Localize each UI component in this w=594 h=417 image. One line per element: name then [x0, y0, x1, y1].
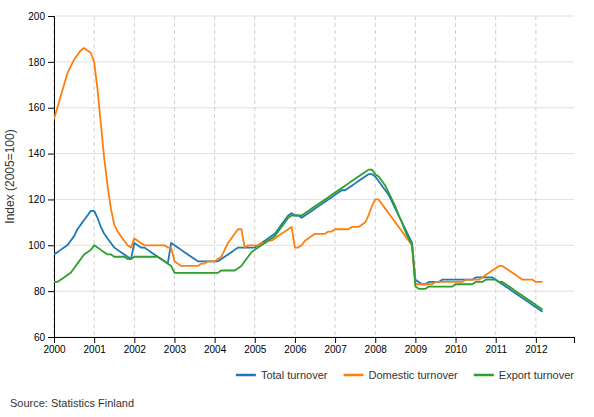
- tick-mark: [48, 62, 54, 63]
- legend-swatch: [474, 374, 494, 377]
- tick-mark: [48, 245, 54, 246]
- tick: 2004: [204, 337, 227, 355]
- tick-label: 100: [28, 240, 45, 251]
- grid-line-x: [535, 16, 536, 337]
- tick: 180: [28, 57, 54, 68]
- tick-label: 2004: [204, 344, 227, 355]
- tick-mark: [48, 16, 54, 17]
- grid-line-x: [134, 16, 135, 337]
- tick-mark: [496, 337, 497, 343]
- grid-line-x: [415, 16, 416, 337]
- tick: 2002: [124, 337, 147, 355]
- tick-label: 2005: [244, 344, 267, 355]
- tick-label: 2009: [405, 344, 428, 355]
- tick-mark: [94, 337, 95, 343]
- tick: 120: [28, 194, 54, 205]
- tick-mark: [48, 291, 54, 292]
- legend-label: Export turnover: [499, 369, 575, 381]
- tick-label: 2012: [525, 344, 548, 355]
- tick-label: 180: [28, 57, 45, 68]
- tick: 80: [34, 286, 54, 297]
- tick-mark: [134, 337, 135, 343]
- legend-label: Total turnover: [261, 369, 328, 381]
- tick-mark: [375, 337, 376, 343]
- tick: 200: [28, 11, 54, 22]
- tick-mark: [215, 337, 216, 343]
- tick-label: 2002: [124, 344, 147, 355]
- tick: 2005: [244, 337, 267, 355]
- tick-label: 140: [28, 148, 45, 159]
- grid: [54, 16, 574, 337]
- legend: Total turnover Domestic turnover Export tu…: [236, 369, 574, 381]
- plot-area: 2000 2001 2002 2003 2004 2005 2006 2007 2008 2009…: [28, 11, 574, 355]
- tick: 2008: [365, 337, 388, 355]
- tick-mark: [415, 337, 416, 343]
- tick: 2009: [405, 337, 428, 355]
- axis-line: [48, 17, 55, 338]
- tick-label: 2008: [365, 344, 388, 355]
- y-axis-label: Index (2005=100): [3, 129, 17, 223]
- tick-mark: [48, 199, 54, 200]
- grid-line-y: [54, 153, 574, 154]
- tick-label: 200: [28, 11, 45, 22]
- legend-item: Total turnover: [236, 369, 328, 381]
- tick-mark: [48, 337, 54, 338]
- tick: 2000: [43, 337, 66, 355]
- tick-label: 120: [28, 194, 45, 205]
- tick: 2006: [284, 337, 307, 355]
- tick: 2007: [324, 337, 347, 355]
- legend-swatch: [344, 374, 364, 377]
- tick-label: 2006: [284, 344, 307, 355]
- tick-label: 2003: [164, 344, 187, 355]
- tick-label: 2000: [43, 344, 66, 355]
- legend-item: Domestic turnover: [344, 369, 459, 381]
- series-line: [54, 174, 543, 312]
- tick-mark: [174, 337, 175, 343]
- y-axis: 60 80 100 120 140 160 180 200: [28, 11, 54, 343]
- tick-label: 160: [28, 102, 45, 113]
- tick-mark: [295, 337, 296, 343]
- tick-label: 80: [34, 286, 46, 297]
- grid-line-x: [294, 16, 295, 337]
- legend-label: Domestic turnover: [369, 369, 459, 381]
- grid-line-x: [214, 16, 215, 337]
- tick-mark: [536, 337, 537, 343]
- marks: [54, 48, 543, 312]
- grid-line-x: [254, 16, 255, 337]
- tick: 2003: [164, 337, 187, 355]
- tick: 2011: [485, 337, 507, 355]
- tick: 160: [28, 102, 54, 113]
- grid-line-x: [455, 16, 456, 337]
- grid-line-x: [174, 16, 175, 337]
- series-line: [54, 170, 543, 310]
- grid-line-x: [335, 16, 336, 337]
- tick: 2012: [525, 337, 548, 355]
- tick: 60: [34, 332, 54, 343]
- tick: 140: [28, 148, 54, 159]
- tick-label: 2011: [485, 344, 507, 355]
- tick-mark: [255, 337, 256, 343]
- tick-mark: [335, 337, 336, 343]
- x-axis: 2000 2001 2002 2003 2004 2005 2006 2007 2008 2009…: [43, 337, 574, 355]
- tick-label: 2007: [324, 344, 347, 355]
- chart: 2000 2001 2002 2003 2004 2005 2006 2007 2008 2009…: [0, 0, 594, 417]
- annotation: Source: Statistics Finland: [10, 397, 134, 409]
- tick-label: 2001: [84, 344, 107, 355]
- tick-mark: [48, 108, 54, 109]
- tick-label: 60: [34, 332, 46, 343]
- tick: 2010: [445, 337, 468, 355]
- legend-item: Export turnover: [474, 369, 575, 381]
- grid-line-x: [495, 16, 496, 337]
- series-line: [54, 48, 543, 284]
- axis-line: [55, 338, 575, 344]
- tick-mark: [48, 154, 54, 155]
- tick-mark: [456, 337, 457, 343]
- tick: 2001: [84, 337, 107, 355]
- tick-label: 2010: [445, 344, 468, 355]
- legend-swatch: [236, 374, 256, 377]
- tick: 100: [28, 240, 54, 251]
